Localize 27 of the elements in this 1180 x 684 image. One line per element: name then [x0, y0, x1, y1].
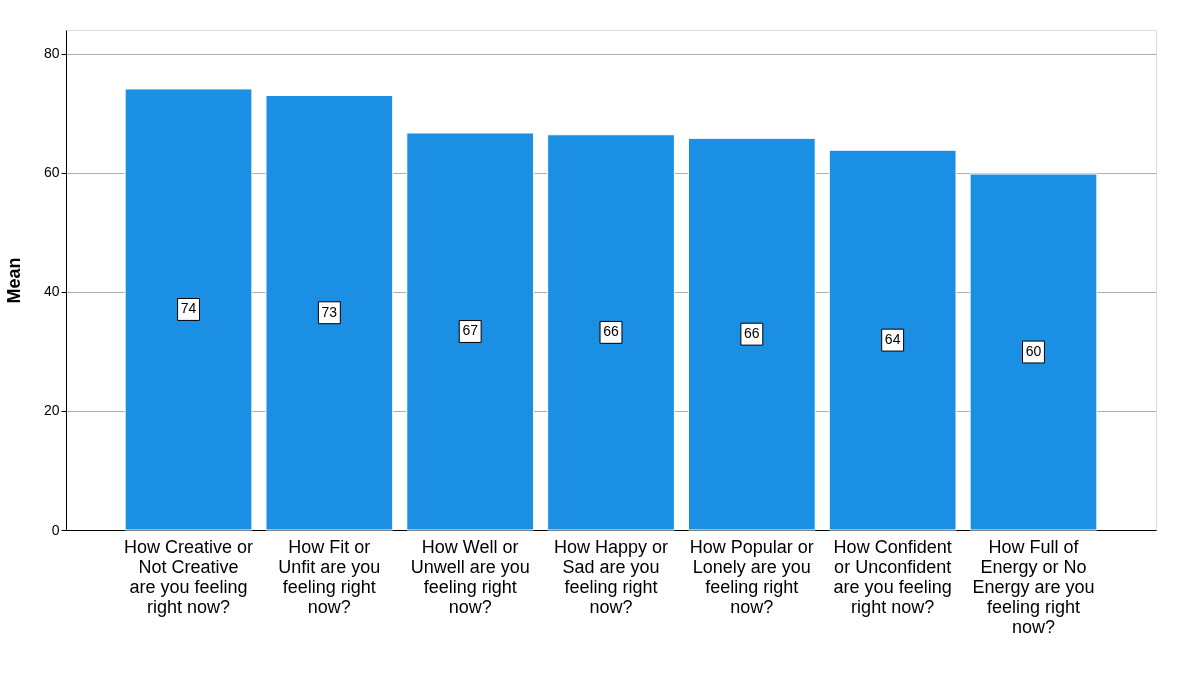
- x-tick-label: How Well or Unwell are you feeling right now?: [410, 536, 530, 617]
- x-tick-label: How Popular or Lonely are you feeling right now?: [689, 536, 814, 617]
- y-tick-label: 80: [43, 45, 60, 62]
- y-tick-label: 20: [43, 402, 60, 419]
- bar: [969, 173, 1098, 531]
- data-label: 73: [321, 303, 338, 320]
- data-label: 67: [462, 322, 479, 339]
- data-label: 64: [884, 331, 901, 348]
- y-tick-label: 60: [43, 164, 60, 181]
- x-tick-label: How Happy or Sad are you feeling right now?: [553, 536, 669, 617]
- x-tick-label: How Creative or Not Creative are you feeling right now?: [124, 536, 254, 617]
- y-tick-label: 0: [51, 521, 60, 538]
- y-axis-title: Mean: [3, 257, 24, 304]
- data-label: 60: [1025, 343, 1042, 360]
- data-label: 66: [744, 325, 760, 342]
- data-label: 74: [180, 300, 197, 317]
- x-tick-label: How Full of Energy or No Energy are you feeling right now?: [972, 536, 1095, 637]
- data-label: 66: [603, 323, 619, 340]
- bar: [547, 134, 675, 531]
- bar: [406, 132, 535, 531]
- bar: [828, 149, 957, 531]
- x-tick-label: How Confident or Unconfident are you feeling right now?: [833, 536, 952, 617]
- bar: [687, 137, 816, 531]
- x-tick-label: How Fit or Unfit are you feeling right now?: [278, 536, 381, 617]
- y-tick-label: 40: [43, 283, 60, 300]
- bar: [265, 94, 394, 531]
- bar: [124, 88, 253, 531]
